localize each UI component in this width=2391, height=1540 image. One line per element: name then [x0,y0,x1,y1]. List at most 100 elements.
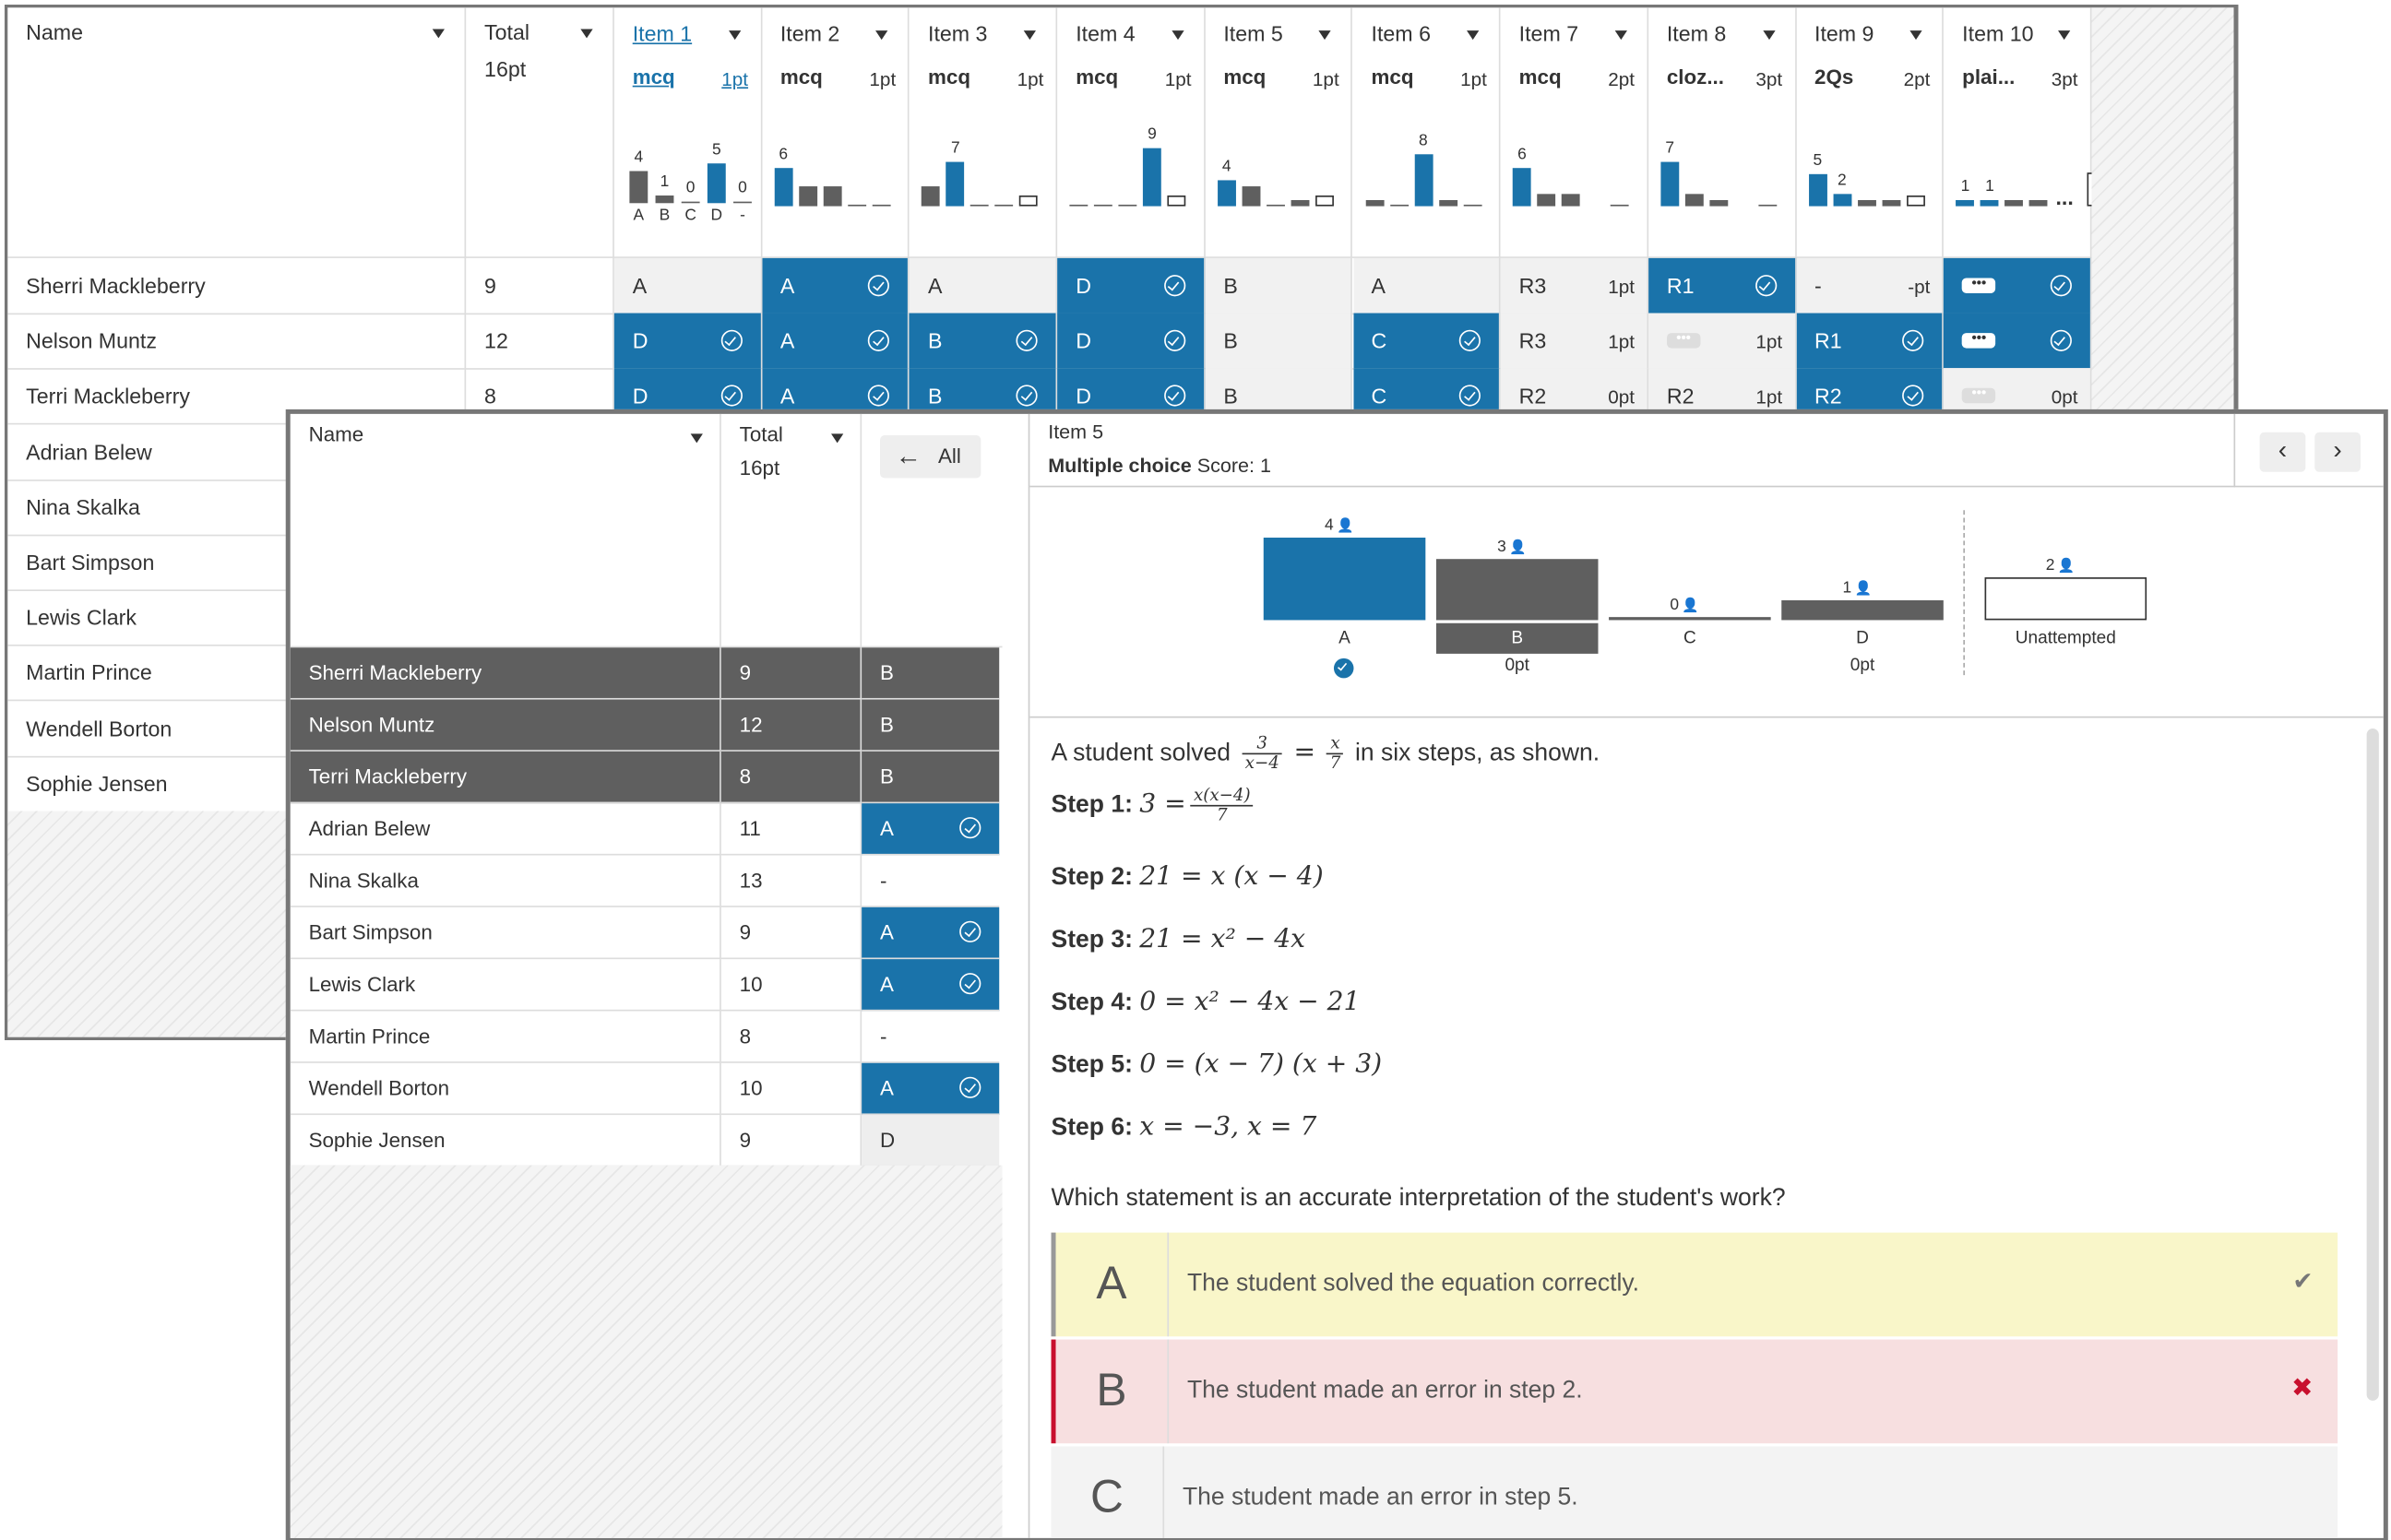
item-label[interactable]: Item 10 [1962,21,2034,46]
previous-item-button[interactable]: ‹ [2259,432,2306,472]
chevron-down-icon[interactable] [728,30,741,41]
student-name[interactable]: Nina Skalka [290,855,721,907]
student-name[interactable]: Terri Mackleberry [290,751,721,804]
item-label[interactable]: Item 5 [1223,21,1283,46]
response-cell[interactable]: B [910,313,1058,369]
item-column-header[interactable]: Item 7 mcq 2pt 6 [1501,7,1648,258]
total-column-header[interactable]: Total 16pt [721,413,862,646]
item-column-header[interactable]: Item 1 mcq 1pt 4 A 1 B 0 C 5 D 0- [614,7,762,258]
chevron-down-icon[interactable] [1172,30,1184,41]
response-cell[interactable]: D [862,1115,1000,1167]
chevron-down-icon[interactable] [580,29,593,39]
item-label[interactable]: Item 2 [779,21,840,46]
distribution-bar[interactable] [1263,538,1426,621]
chevron-down-icon[interactable] [831,433,844,444]
answer-choice-a[interactable]: A The student solved the equation correc… [1051,1232,2338,1337]
response-cell[interactable]: D [1057,257,1206,314]
total-column-header[interactable]: Total 16pt [466,7,614,258]
student-name[interactable]: Adrian Belew [26,439,152,464]
response-cell[interactable]: A [862,959,1000,1012]
item-column-header[interactable]: Item 6 mcq 1pt 8 [1353,7,1501,258]
item-label[interactable]: Item 1 [632,21,693,46]
item-column-header[interactable]: Item 9 2Qs 2pt 5 2 [1796,7,1945,258]
student-name[interactable]: Adrian Belew [290,803,721,856]
chevron-down-icon[interactable] [875,30,888,41]
response-cell[interactable]: A [862,906,1000,960]
chevron-down-icon[interactable] [1762,30,1775,41]
response-cell[interactable]: A [613,257,762,314]
distribution-bar[interactable] [1781,599,1944,621]
distribution-bar[interactable] [1435,558,1599,621]
item-label[interactable]: Item 9 [1814,21,1874,46]
name-column-header[interactable]: Name [7,7,467,258]
student-name[interactable]: Sophie Jensen [26,771,168,796]
student-name[interactable]: Terri Mackleberry [7,368,467,424]
item-label[interactable]: Item 6 [1371,21,1431,46]
item-column-header[interactable]: Item 3 mcq 1pt 7 [910,7,1058,258]
item-column-header[interactable]: Item 8 cloz... 3pt 7 [1648,7,1797,258]
next-item-button[interactable]: › [2314,432,2361,472]
item-column-header[interactable]: Item 4 mcq 1pt 9 [1057,7,1206,258]
response-cell[interactable]: A [761,257,910,314]
item-column-header[interactable]: Item 5 mcq 1pt 4 [1205,7,1353,258]
response-cell[interactable]: - -pt [1796,257,1945,314]
response-cell[interactable]: B [1205,257,1353,314]
response-cell[interactable]: R3 1pt [1500,313,1648,369]
student-name[interactable]: Nelson Muntz [290,699,721,752]
back-to-all-button[interactable]: ← All [880,435,981,479]
student-name[interactable]: Nina Skalka [26,494,140,519]
response-cell[interactable]: ••• [1944,313,2092,369]
student-name[interactable]: Sherri Mackleberry [7,257,467,314]
item-column-header[interactable]: Item 10 plai... 3pt... 1 1 [1944,7,2099,258]
distribution-bar[interactable] [1984,577,2147,621]
student-name[interactable]: Lewis Clark [26,605,137,630]
chevron-down-icon[interactable] [1319,30,1332,41]
response-cell[interactable]: A [910,257,1058,314]
item-label[interactable]: Item 7 [1518,21,1579,46]
student-name[interactable]: Sophie Jensen [290,1115,721,1167]
student-name[interactable]: Wendell Borton [290,1062,721,1116]
student-name[interactable]: Wendell Borton [26,716,172,740]
response-cell[interactable]: A [1352,257,1501,314]
response-cell[interactable]: - [862,856,1000,907]
student-name[interactable]: Martin Prince [26,660,152,685]
response-cell[interactable]: A [761,313,910,369]
response-cell[interactable]: R1 [1796,313,1945,369]
student-name[interactable]: Nelson Muntz [7,313,467,369]
chevron-down-icon[interactable] [1909,30,1923,41]
response-cell[interactable]: B [862,647,1000,700]
response-cell[interactable]: C [1352,313,1501,369]
chevron-down-icon[interactable] [432,29,445,39]
scrollbar[interactable] [2366,729,2379,1401]
item-column-header[interactable]: Item 2 mcq 1pt 6 [762,7,910,258]
answer-choice-b[interactable]: B The student made an error in step 2. ✖ [1051,1339,2338,1444]
item-label[interactable]: Item 8 [1666,21,1727,46]
distribution-bar[interactable] [1609,617,1771,621]
response-cell[interactable]: ••• [1944,257,2092,314]
response-cell[interactable]: B [862,751,1000,804]
chevron-down-icon[interactable] [690,433,703,444]
student-name[interactable]: Sherri Mackleberry [290,647,721,700]
response-cell[interactable]: B [862,699,1000,752]
student-name[interactable]: Bart Simpson [290,906,721,960]
response-cell[interactable]: B [1205,313,1353,369]
item-label[interactable]: Item 3 [928,21,988,46]
response-cell[interactable]: - [862,1011,1000,1063]
name-column-header[interactable]: Name [291,413,721,646]
response-cell[interactable]: ••• 1pt [1648,313,1797,369]
response-cell[interactable]: D [1057,313,1206,369]
student-name[interactable]: Martin Prince [290,1011,721,1063]
response-cell[interactable]: A [862,1062,1000,1116]
response-cell[interactable]: D [613,313,762,369]
chevron-down-icon[interactable] [2058,30,2071,41]
student-name[interactable]: Lewis Clark [290,959,721,1012]
student-name[interactable]: Bart Simpson [26,550,155,575]
answer-choice-c[interactable]: C The student made an error in step 5. [1051,1446,2338,1538]
item-label[interactable]: Item 4 [1076,21,1136,46]
response-cell[interactable]: A [862,803,1000,856]
response-cell[interactable]: R1 [1648,257,1797,314]
chevron-down-icon[interactable] [1467,30,1480,41]
response-cell[interactable]: R3 1pt [1500,257,1648,314]
chevron-down-icon[interactable] [1023,30,1037,41]
chevron-down-icon[interactable] [1614,30,1627,41]
